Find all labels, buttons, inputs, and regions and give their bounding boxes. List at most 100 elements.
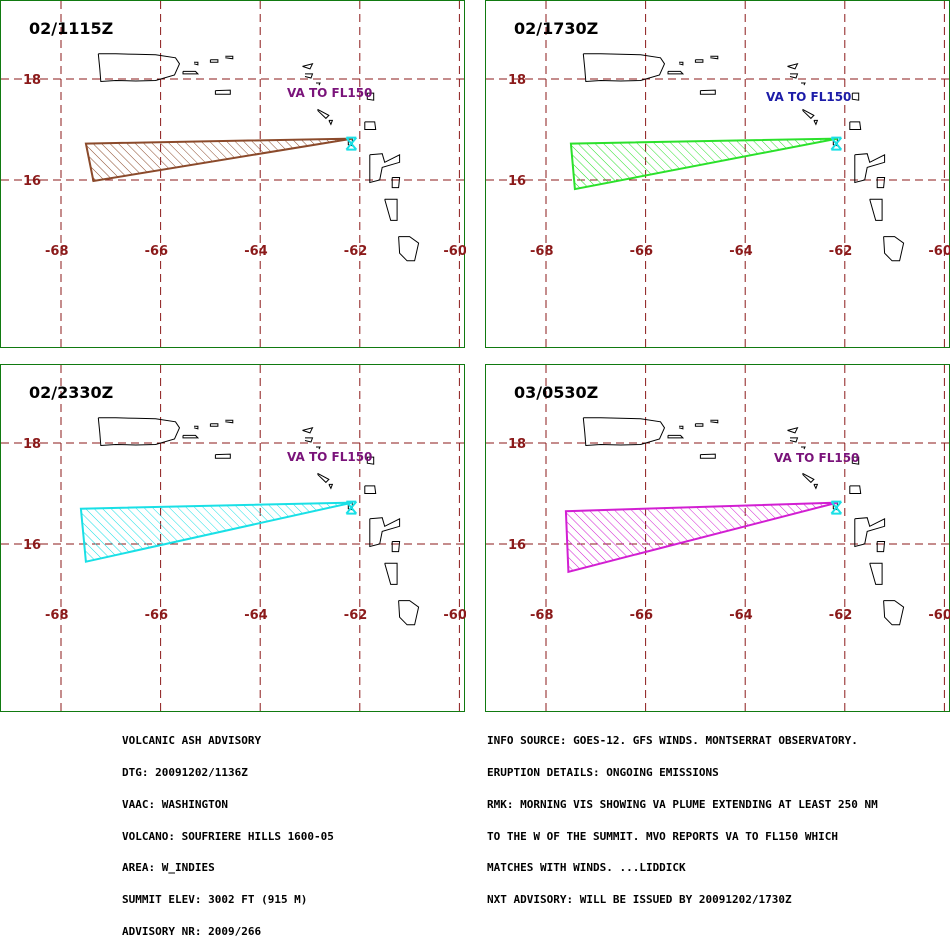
map-panel-1: 18 16 -68 -66 -64 -62 -60 VA TO FL150 02/1115Z [0,0,466,349]
coastline [398,236,420,262]
coastline [787,63,799,70]
advisory-line: AREA: W_INDIES [122,861,215,875]
coastline [801,82,806,86]
coastline [667,434,685,439]
coastline [699,89,716,95]
coastline [225,55,234,60]
advisory-line: NXT ADVISORY: WILL BE ISSUED BY 20091202… [487,893,792,907]
longitude-label: -64 [729,608,753,623]
latitude-label: 18 [508,437,526,452]
coastline [854,517,886,548]
coastline [813,483,819,490]
advisory-line: ADVISORY NR: 2009/266 [122,924,262,938]
advisory-line: MATCHES WITH WINDS. ...LIDDICK [487,861,686,875]
map-canvas: 18 16 -68 -66 -64 -62 -60 VA TO FL150 [486,1,950,349]
map-canvas: 18 16 -68 -66 -64 -62 -60 VA TO FL150 [486,365,950,713]
coastline [304,73,314,79]
coastline [391,541,401,553]
coastline [209,59,219,63]
latitude-label: 18 [508,73,526,88]
coastline [398,600,420,626]
coastline [366,456,375,465]
coastline [851,456,860,465]
coastline [304,437,314,443]
panel-time: 02/1115Z [29,19,114,38]
coastline [787,427,799,434]
longitude-label: -66 [145,244,169,259]
longitude-label: -66 [630,608,654,623]
advisory-line: SUMMIT ELEV: 3002 FT (915 M) [122,893,308,907]
coastline [364,121,377,130]
coastline [869,198,883,221]
longitude-label: -62 [344,608,368,623]
coastline [364,485,377,494]
longitude-label: -62 [829,608,853,623]
coastline [391,177,401,189]
coastline [699,453,716,459]
coastline [369,153,401,184]
ash-height-label: VA TO FL150 [766,90,851,104]
longitude-label: -62 [829,244,853,259]
longitude-label: -60 [928,608,950,623]
longitude-label: -64 [244,608,268,623]
coastline [678,61,684,66]
map-panel-3: 18 16 -68 -66 -64 -62 -60 VA TO FL150 02/2330Z [0,364,466,713]
coastline [710,55,719,60]
longitude-label: -64 [244,244,268,259]
coastline [854,153,886,184]
advisory-line: DTG: 20091202/1136Z [122,765,248,779]
advisory-header-block: VOLCANIC ASH ADVISORY DTG: 20091202/1136… [122,715,334,948]
panel-time: 03/0530Z [514,383,599,402]
advisory-line: ERUPTION DETAILS: ONGOING EMISSIONS [487,765,719,779]
coastline [813,119,819,126]
volcano-marker-icon [830,136,843,151]
coastline [369,517,401,548]
coastline [849,121,862,130]
coastline [582,53,666,83]
longitude-label: -60 [443,608,466,623]
coastline [366,92,375,101]
coastline [883,600,905,626]
latitude-label: 16 [508,174,526,189]
coastline [801,446,806,450]
coastline [182,70,200,75]
map-canvas: 18 16 -68 -66 -64 -62 -60 VA TO FL150 [1,1,466,349]
coastline [182,434,200,439]
volcano-marker-icon [345,136,358,151]
longitude-label: -68 [530,244,554,259]
advisory-details-block: INFO SOURCE: GOES-12. GFS WINDS. MONTSER… [487,715,878,916]
coastline [225,419,234,424]
coastline [193,425,199,430]
coastline [384,198,398,221]
volcano-marker-icon [345,500,358,515]
longitude-label: -68 [45,244,69,259]
coastline [317,108,330,120]
coastline [789,73,799,79]
longitude-label: -62 [344,244,368,259]
latitude-label: 18 [23,73,41,88]
coastline [883,236,905,262]
ash-plume-area [569,137,838,191]
coastline [316,446,321,450]
coastline [214,89,231,95]
ash-plume-area [564,501,838,574]
coastline [869,562,883,585]
coastline [802,108,815,120]
coastline [678,425,684,430]
coastline [209,423,219,427]
longitude-label: -66 [630,244,654,259]
ash-plume-area [79,501,353,563]
coastline [667,70,685,75]
coastline [302,63,314,70]
ash-plume-area [84,137,353,183]
coastline [328,483,334,490]
advisory-line: INFO SOURCE: GOES-12. GFS WINDS. MONTSER… [487,734,858,748]
longitude-label: -68 [530,608,554,623]
coastline [193,61,199,66]
longitude-label: -68 [45,608,69,623]
longitude-label: -64 [729,244,753,259]
coastline [789,437,799,443]
coastline [302,427,314,434]
coastline [582,417,666,447]
map-canvas: 18 16 -68 -66 -64 -62 -60 VA TO FL150 [1,365,466,713]
